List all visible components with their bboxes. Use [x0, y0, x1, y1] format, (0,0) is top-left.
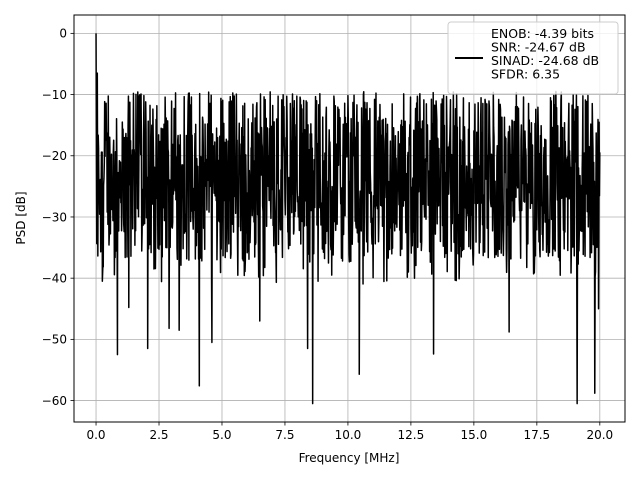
x-axis-label: Frequency [MHz]: [299, 451, 400, 465]
y-tick-label: −10: [42, 88, 67, 102]
legend-box: [447, 21, 619, 95]
y-tick-label: −30: [42, 210, 67, 224]
y-tick-label: −20: [42, 149, 67, 163]
legend-text-line: ENOB: -4.39 bits: [491, 26, 594, 41]
y-ticks: 0 −10 −20 −30 −40 −50 −60: [42, 27, 74, 408]
legend-text-line: SFDR: 6.35: [491, 67, 560, 82]
y-axis-label: PSD [dB]: [14, 191, 28, 244]
y-tick-label: 0: [59, 27, 67, 41]
x-tick-label: 5.0: [212, 428, 231, 442]
x-tick-label: 7.5: [275, 428, 294, 442]
x-tick-label: 12.5: [398, 428, 425, 442]
x-tick-label: 2.5: [149, 428, 168, 442]
psd-series-line: [95, 33, 601, 405]
x-tick-label: 20.0: [586, 428, 613, 442]
x-tick-label: 15.0: [461, 428, 488, 442]
legend-text-line: SINAD: -24.68 dB: [491, 53, 599, 68]
x-tick-label: 10.0: [335, 428, 362, 442]
x-tick-label: 0.0: [86, 428, 105, 442]
x-tick-label: 17.5: [523, 428, 550, 442]
y-tick-label: −50: [42, 333, 67, 347]
legend-text-line: SNR: -24.67 dB: [491, 40, 586, 55]
series-group: [95, 33, 601, 405]
x-ticks: 0.0 2.5 5.0 7.5 10.0 12.5 15.0 17.5 20.0: [86, 422, 613, 442]
y-tick-label: −40: [42, 271, 67, 285]
plot-frame: [73, 14, 626, 423]
y-tick-label: −60: [42, 394, 67, 408]
